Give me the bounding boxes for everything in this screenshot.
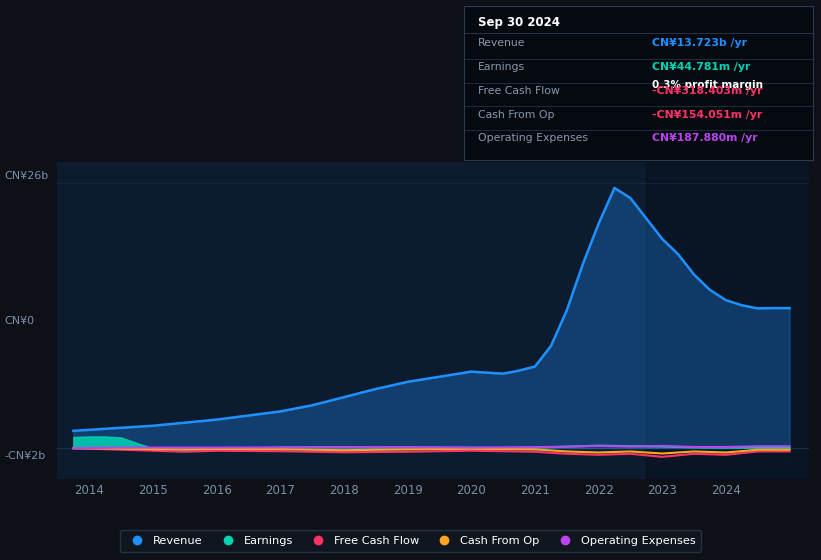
Legend: Revenue, Earnings, Free Cash Flow, Cash From Op, Operating Expenses: Revenue, Earnings, Free Cash Flow, Cash …: [120, 530, 701, 552]
Text: Cash From Op: Cash From Op: [478, 110, 554, 119]
Text: Earnings: Earnings: [478, 62, 525, 72]
Text: 0.3% profit margin: 0.3% profit margin: [653, 80, 764, 90]
Text: Operating Expenses: Operating Expenses: [478, 133, 588, 143]
Text: Revenue: Revenue: [478, 38, 525, 48]
Text: CN¥26b: CN¥26b: [4, 171, 48, 181]
Text: CN¥44.781m /yr: CN¥44.781m /yr: [653, 62, 750, 72]
Text: Sep 30 2024: Sep 30 2024: [478, 16, 560, 29]
Text: -CN¥2b: -CN¥2b: [4, 451, 45, 461]
Text: -CN¥318.403m /yr: -CN¥318.403m /yr: [653, 86, 763, 96]
Text: -CN¥154.051m /yr: -CN¥154.051m /yr: [653, 110, 763, 119]
Text: CN¥187.880m /yr: CN¥187.880m /yr: [653, 133, 758, 143]
Bar: [646, 162, 809, 479]
Text: CN¥0: CN¥0: [4, 316, 34, 326]
Text: Free Cash Flow: Free Cash Flow: [478, 86, 560, 96]
Text: CN¥13.723b /yr: CN¥13.723b /yr: [653, 38, 747, 48]
